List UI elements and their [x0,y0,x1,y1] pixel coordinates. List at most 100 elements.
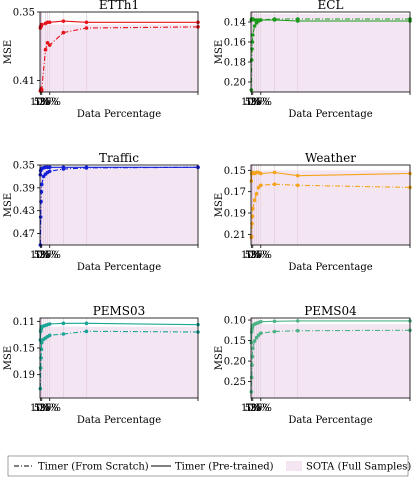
y-axis-label: MSE [214,193,225,217]
x-axis-label: Data Percentage [77,262,161,273]
x-axis-label: Data Percentage [288,262,372,273]
x-tick-label: 25% [39,97,61,108]
y-tick-label: 0.15 [224,336,246,347]
pretrained-point [61,321,66,326]
y-tick-label: 0.18 [224,58,246,69]
subplot-title: Traffic [99,151,139,165]
from-scratch-point [252,24,257,28]
subplot-title: ECL [318,0,344,12]
series-from-scratch-line [250,329,411,392]
pretrained-point [43,21,48,26]
from-scratch-point [41,174,46,179]
x-axis-label: Data Percentage [77,109,161,120]
from-scratch-point [250,33,255,37]
x-tick-label: 5% [34,97,50,108]
sota-band [251,170,410,245]
from-scratch-point [84,26,89,30]
x-tick-label: 100% [30,250,59,261]
x-tick-label: 25% [250,250,272,261]
x-tick-label: 5% [245,403,261,414]
x-tick-label: 100% [241,403,270,414]
from-scratch-point [250,346,255,351]
y-tick-label: 0.19 [13,370,35,381]
y-tick-label: 0.11 [13,317,35,328]
series-from-scratch-line [39,166,199,246]
y-axis-label: MSE [3,346,14,370]
pretrained-point [38,168,43,173]
from-scratch-point [250,354,255,359]
from-scratch-point [249,58,254,62]
from-scratch-point [250,40,255,44]
sota-band [40,326,198,398]
subplot-pems04: PEMS04 0.10 0.15 0.20 0.25 100%25%5%1% Data Pe… [214,304,412,426]
sota-band [251,324,410,398]
pretrained-point [272,319,277,324]
x-tick-label: 25% [39,403,61,414]
sota-band [40,24,198,93]
pretrained-point [84,165,89,170]
from-scratch-point [252,339,257,343]
y-tick-label: 0.17 [224,187,246,198]
axes-frame [39,11,199,93]
x-tick-label: 1% [245,250,261,261]
subplot-etth1: ETTh1 0.35 0.41 100%25%5%1% Data Percentage M… [3,0,200,120]
from-scratch-point [61,332,66,336]
from-scratch-point [254,335,259,340]
x-axis-label: Data Percentage [77,415,161,426]
pretrained-point [61,165,66,170]
from-scratch-point [254,192,259,196]
axes-frame [39,317,199,399]
pretrained-point [61,19,66,23]
x-tick-label: 25% [39,250,61,261]
from-scratch-point [256,333,261,338]
from-scratch-point [250,214,255,218]
x-tick-label: 1% [34,250,50,261]
legend-label-sota: SOTA (Full Samples) [306,462,411,473]
from-scratch-point [38,366,43,370]
from-scratch-point [272,329,277,334]
y-tick-label: 0.14 [224,18,246,29]
series-from-scratch-line [250,18,410,91]
pretrained-point [295,19,300,23]
x-tick-label: 25% [250,97,272,108]
y-tick-label: 0.20 [224,357,246,368]
x-tick-label: 25% [250,403,272,414]
y-tick-label: 0.15 [13,344,35,355]
y-tick-label: 0.15 [224,166,246,177]
x-tick-label: 5% [34,250,50,261]
y-axis-label: MSE [3,40,14,64]
from-scratch-point [43,47,48,52]
pretrained-point [84,20,89,25]
pretrained-point [295,173,300,178]
from-scratch-point [61,30,66,35]
sota-band [251,14,410,92]
pretrained-point [249,330,254,334]
pretrained-point [272,170,277,175]
from-scratch-point [39,182,44,187]
x-tick-label: 5% [34,403,50,414]
y-tick-label: 0.39 [13,183,35,194]
x-tick-label: 5% [245,97,261,108]
from-scratch-point [295,328,300,333]
legend-sota-swatch [286,461,302,471]
series-from-scratch-line [250,183,411,238]
from-scratch-point [249,375,254,380]
axes-frame [250,317,411,399]
legend: Timer (From Scratch) Timer (Pre-trained) S… [7,455,411,477]
y-axis-label: MSE [214,346,225,370]
subplot-weather: Weather 0.15 0.17 0.19 0.21 100%25%5%1% Data P… [214,151,412,273]
x-tick-label: 1% [34,97,50,108]
y-tick-label: 0.20 [224,78,246,89]
x-tick-label: 1% [245,97,261,108]
from-scratch-point [45,41,50,45]
pretrained-point [295,319,300,323]
x-tick-label: 100% [241,250,270,261]
subplot-pems03: PEMS03 0.11 0.15 0.19 100%25%5%1% Data Percen… [3,304,200,426]
from-scratch-point [38,215,43,219]
x-tick-label: 1% [34,403,50,414]
x-tick-label: 100% [241,97,270,108]
subplot-title: PEMS03 [93,304,146,318]
from-scratch-point [41,337,46,342]
y-tick-label: 0.10 [224,316,246,327]
